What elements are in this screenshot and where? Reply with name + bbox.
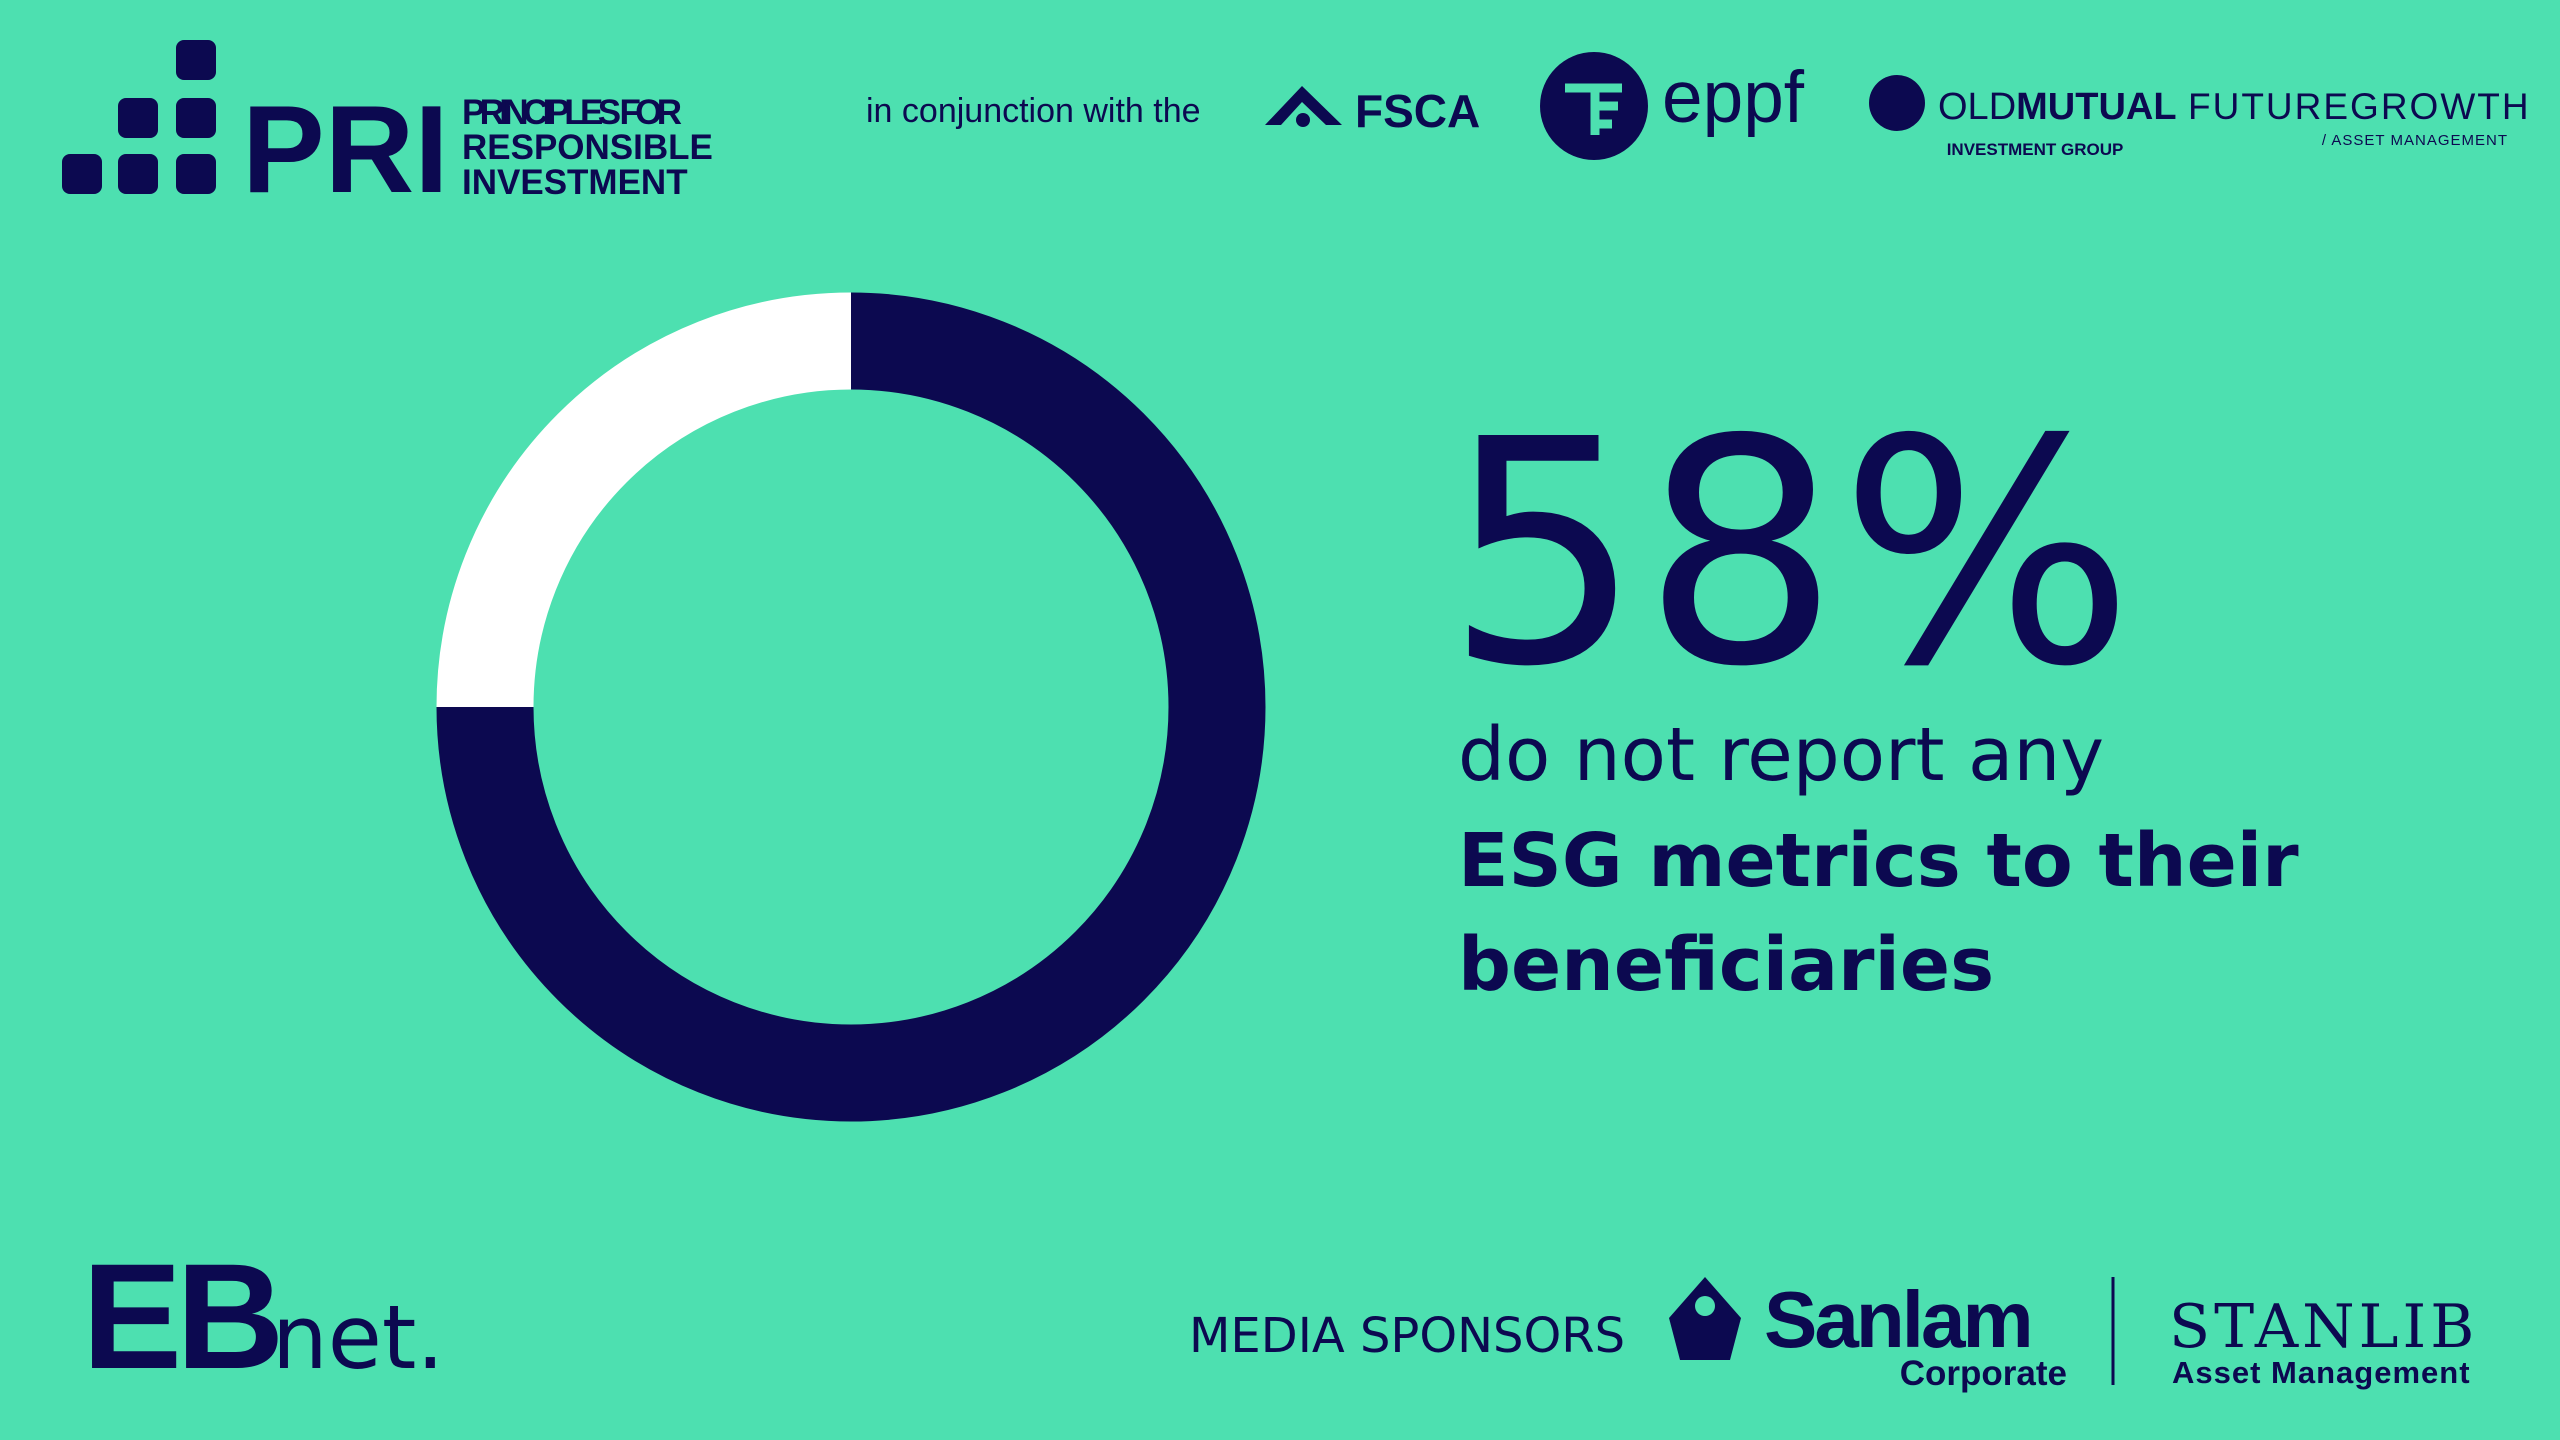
donut-chart bbox=[436, 292, 1266, 1122]
headline: 58% bbox=[1445, 374, 2134, 735]
donut-segment bbox=[436, 292, 852, 708]
fsca-logo: FSCA bbox=[1355, 85, 1480, 137]
stanlib-logo: STANLIB bbox=[2169, 1292, 2478, 1362]
pri-tagline: RESPONSIBLE bbox=[462, 128, 713, 167]
stanlib-sub: Asset Management bbox=[2172, 1355, 2471, 1390]
ebnet-logo: EB bbox=[82, 1232, 278, 1400]
sanlam-logo: Sanlam bbox=[1764, 1275, 2031, 1364]
old-mutual-icon bbox=[1869, 75, 1925, 131]
pri-tagline: PRINCIPLES FOR bbox=[462, 93, 682, 132]
sanlam-sub: Corporate bbox=[1900, 1354, 2067, 1393]
fsca-icon bbox=[1296, 113, 1310, 127]
ebnet-logo: net. bbox=[272, 1286, 444, 1389]
futuregrowth-logo: FUTUREGROWTH bbox=[2188, 86, 2531, 127]
donut-segment bbox=[436, 292, 1266, 1122]
media-sponsors: MEDIA SPONSORS bbox=[1189, 1308, 1625, 1364]
sanlam-icon bbox=[1669, 1277, 1741, 1360]
eppf-icon bbox=[1565, 83, 1622, 135]
conjunction-text: in conjunction with the bbox=[866, 92, 1201, 130]
old-mutual-logo: OLDMUTUAL bbox=[1938, 86, 2177, 128]
old-mutual-sub: INVESTMENT GROUP bbox=[1947, 140, 2124, 159]
fsca-icon bbox=[1265, 86, 1342, 125]
pri-tagline: INVESTMENT bbox=[462, 163, 688, 202]
old-mutual-mutual: MUTUAL bbox=[2016, 86, 2176, 128]
sanlam-icon bbox=[1695, 1296, 1715, 1316]
pri-icon bbox=[62, 40, 216, 194]
eppf-logo: eppf bbox=[1662, 57, 1805, 138]
caption: ESG metrics to their bbox=[1458, 818, 2299, 904]
futuregrowth-sub: / ASSET MANAGEMENT bbox=[2322, 132, 2508, 149]
old-mutual-old: OLD bbox=[1938, 86, 2016, 128]
caption: beneficiaries bbox=[1458, 922, 1994, 1008]
pri-logo: PRI bbox=[242, 81, 449, 219]
caption: do not report any bbox=[1458, 712, 2104, 798]
